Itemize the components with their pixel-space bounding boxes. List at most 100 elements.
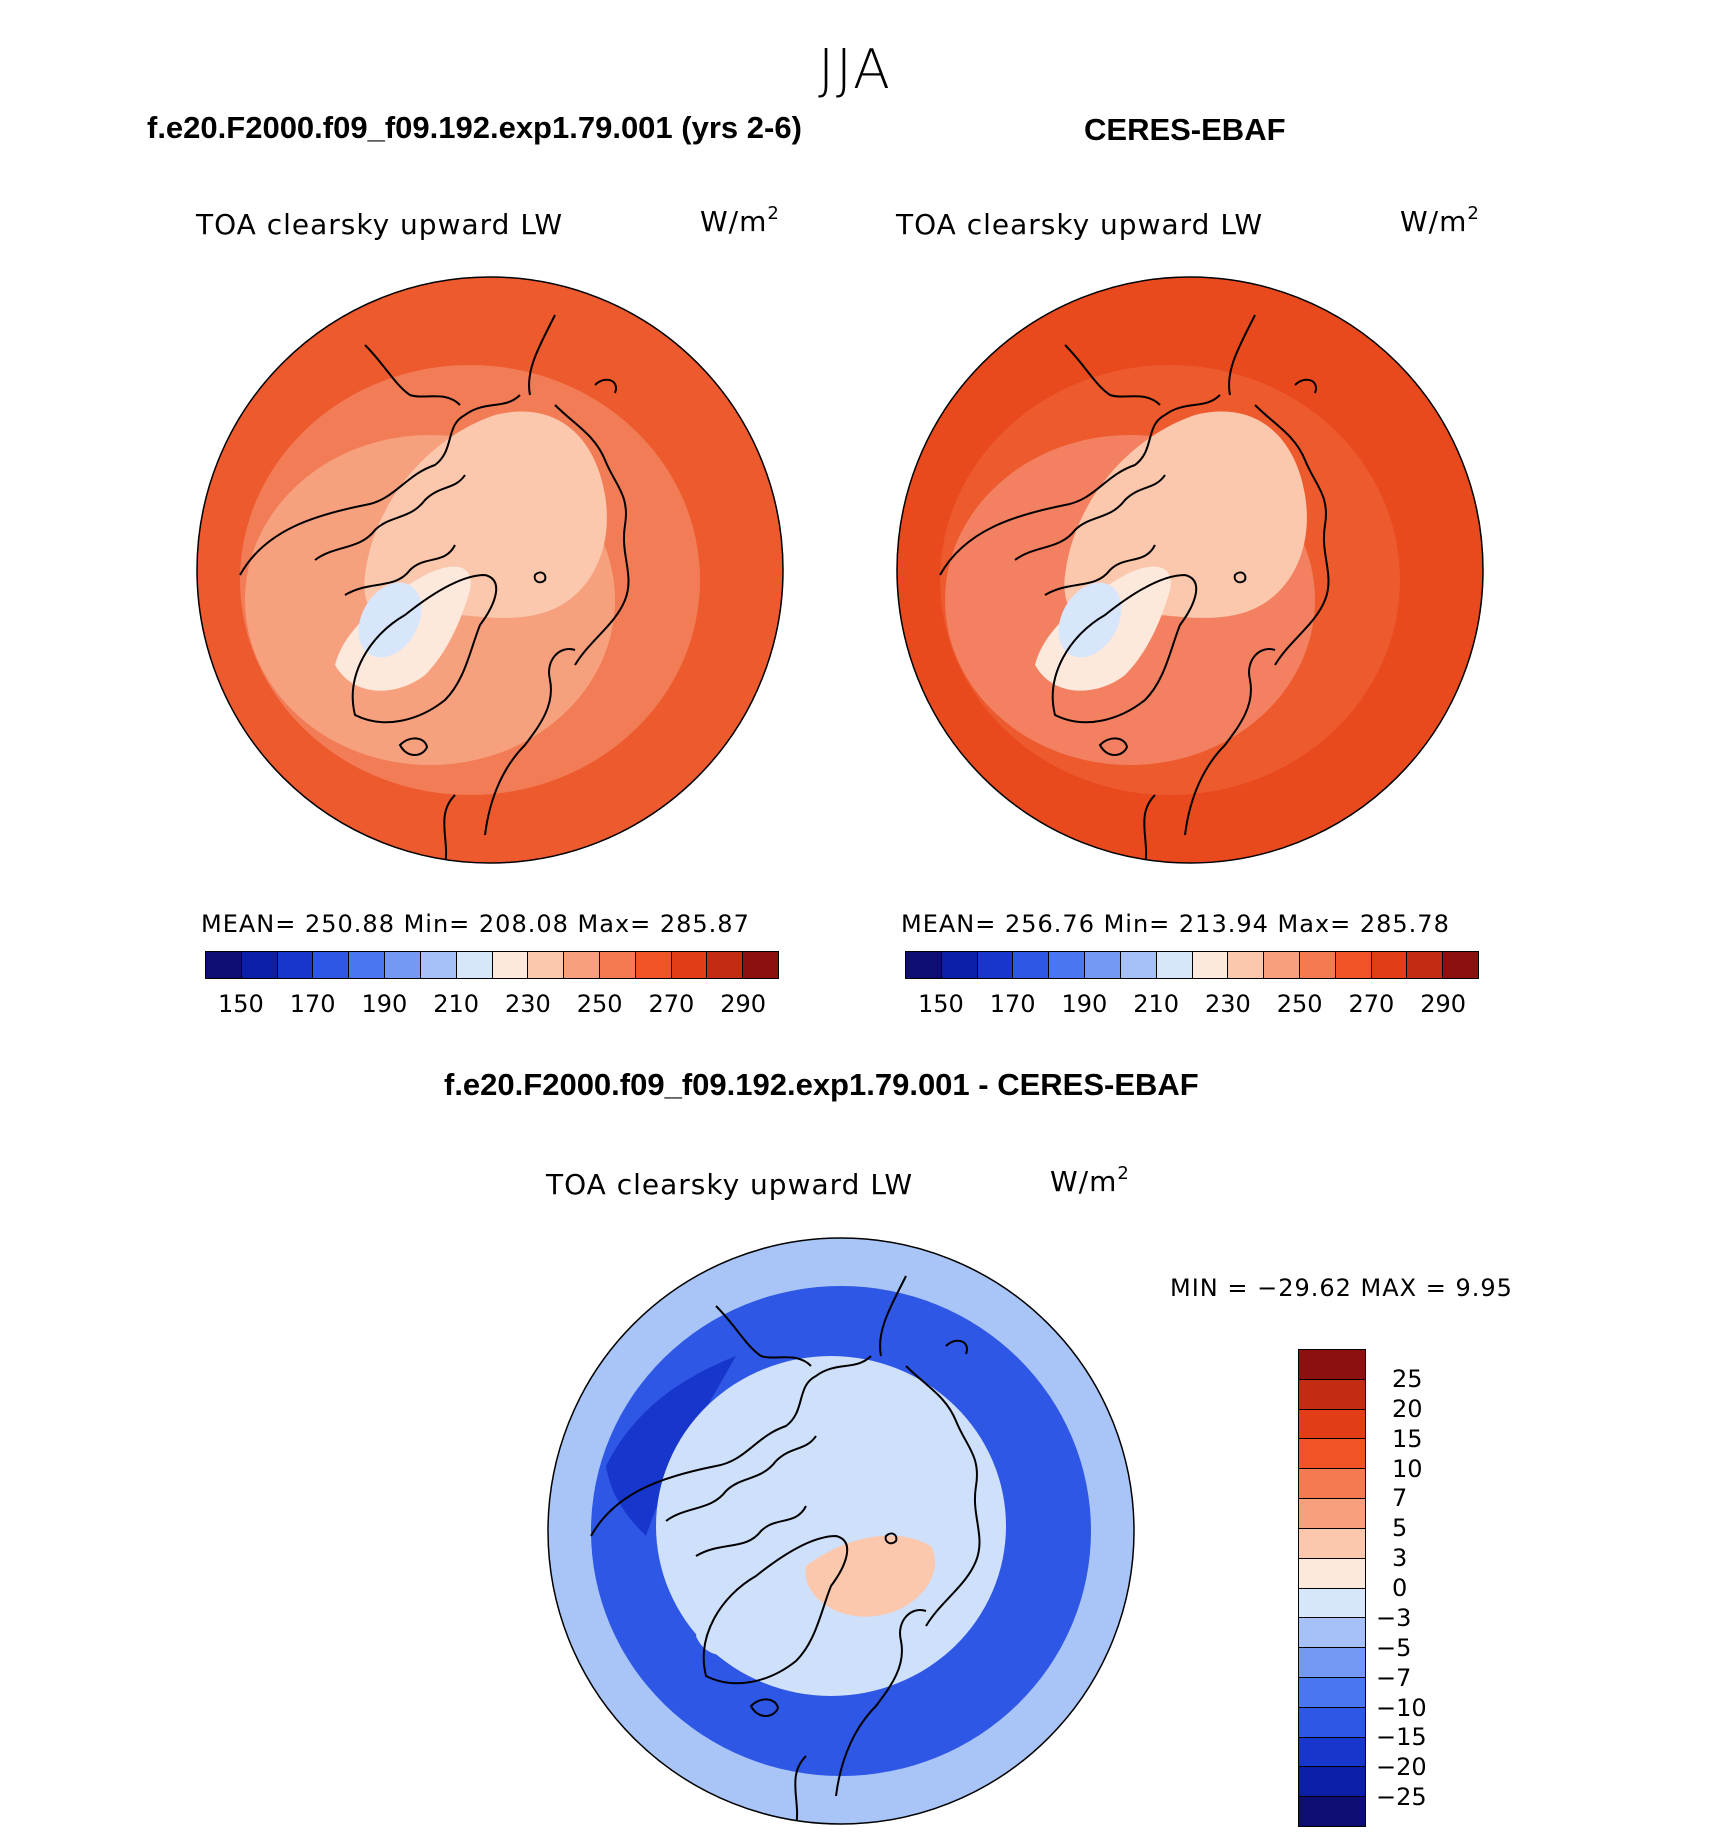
- colorbar-swatch: [599, 952, 636, 978]
- colorbar-tick-label: 150: [917, 990, 964, 1018]
- coastline: [1233, 571, 1247, 584]
- colorbar-tick-label: 270: [1348, 990, 1395, 1018]
- coastline: [443, 794, 456, 863]
- colorbar-tick-label: 25: [1392, 1364, 1423, 1393]
- colorbar-swatch: [906, 952, 942, 978]
- coastline: [1143, 794, 1156, 863]
- coastline: [528, 314, 556, 396]
- panel3-polar-map: [547, 1237, 1135, 1825]
- coastline: [344, 544, 456, 596]
- colorbar-swatch: [385, 952, 421, 978]
- colorbar-swatch: [635, 952, 672, 978]
- colorbar-swatch: [1085, 952, 1121, 978]
- coastline: [1014, 474, 1166, 561]
- coastline: [1184, 648, 1276, 836]
- colorbar-tick-label: 5: [1392, 1514, 1408, 1543]
- colorbar-tick-label: 10: [1392, 1454, 1423, 1483]
- colorbar-swatch: [1299, 1797, 1365, 1826]
- colorbar-tick-label: 0: [1392, 1574, 1408, 1602]
- panel2-stats: MEAN= 256.76 Min= 213.94 Max= 285.78: [901, 910, 1450, 938]
- colorbar-swatch: [241, 952, 278, 978]
- colorbar-swatch: [707, 952, 744, 978]
- coastlines: [590, 1275, 981, 1824]
- colorbar-tick-label: −10: [1376, 1693, 1427, 1722]
- panel2-colorbar-ticks: 150 170 190 210 230 250 270 290: [905, 990, 1479, 1020]
- coastline: [484, 648, 576, 836]
- colorbar-swatch: [1299, 1379, 1365, 1410]
- colorbar-swatch: [1156, 952, 1193, 978]
- coastline: [1051, 573, 1198, 724]
- colorbar-tick-label: 170: [289, 990, 336, 1018]
- coastline: [794, 1755, 807, 1824]
- colorbar-tick-label: −15: [1376, 1723, 1427, 1752]
- colorbar-swatch: [1407, 952, 1444, 978]
- coastline: [1294, 378, 1317, 394]
- colorbar-tick-label: 250: [576, 990, 623, 1018]
- panel3-stats: MIN = −29.62 MAX = 9.95: [1170, 1274, 1513, 1302]
- coastline: [695, 1505, 807, 1557]
- coastline: [1064, 344, 1161, 406]
- colorbar-swatch: [1192, 952, 1229, 978]
- colorbar-tick-label: −7: [1376, 1663, 1412, 1692]
- colorbar-swatch: [564, 952, 600, 978]
- colorbar-tick-label: 210: [433, 990, 480, 1018]
- obs-panel-title: CERES-EBAF: [1084, 112, 1286, 147]
- panel2-units: W/m2: [1400, 203, 1480, 238]
- colorbar-swatch: [1264, 952, 1300, 978]
- coastline: [945, 1339, 968, 1355]
- colorbar-swatch: [743, 952, 778, 978]
- coastline: [835, 1609, 927, 1797]
- panel3-colorbar-ticks: 25 20 15 10 7 5 3 0 −3 −5 −7 −10 −15 −20 −25: [1376, 1349, 1456, 1827]
- colorbar-swatch: [1299, 1648, 1365, 1678]
- colorbar-swatch: [349, 952, 386, 978]
- coastline: [398, 737, 429, 756]
- panel2-colorbar: [905, 951, 1479, 979]
- coastline: [239, 394, 521, 576]
- panel1-colorbar: [205, 951, 779, 979]
- panel2-polar-map: [896, 276, 1484, 864]
- coastline: [939, 394, 1221, 576]
- colorbar-tick-label: 170: [989, 990, 1036, 1018]
- field-greenland-core: [1058, 582, 1122, 658]
- map-field: [197, 277, 783, 863]
- colorbar-swatch: [1013, 952, 1050, 978]
- field-warm-anomaly: [805, 1535, 935, 1617]
- panel3-units: W/m2: [1050, 1163, 1130, 1198]
- colorbar-swatch: [1299, 1737, 1365, 1768]
- coastline: [533, 571, 547, 584]
- panel2-variable-label: TOA clearsky upward LW: [896, 208, 1264, 241]
- colorbar-swatch: [1299, 1677, 1365, 1708]
- colorbar-swatch: [1299, 1528, 1365, 1559]
- map-border: [896, 276, 1484, 864]
- coastline: [1254, 404, 1330, 666]
- coastline: [351, 573, 498, 724]
- colorbar-swatch: [1299, 1588, 1365, 1619]
- field-greenland-core: [358, 582, 422, 658]
- colorbar-tick-label: 15: [1392, 1424, 1423, 1453]
- colorbar-swatch: [1299, 1618, 1365, 1649]
- panel1-variable-label: TOA clearsky upward LW: [196, 208, 564, 241]
- coastline: [749, 1698, 780, 1717]
- colorbar-swatch: [420, 952, 457, 978]
- colorbar-swatch: [313, 952, 350, 978]
- colorbar-tick-label: 20: [1392, 1394, 1423, 1423]
- colorbar-swatch: [277, 952, 314, 978]
- colorbar-swatch: [1299, 1707, 1365, 1738]
- panel1-polar-map: [196, 276, 784, 864]
- panel3-variable-label: TOA clearsky upward LW: [546, 1168, 914, 1201]
- colorbar-tick-label: 290: [1420, 990, 1467, 1018]
- coastline: [594, 378, 617, 394]
- colorbar-tick-label: 290: [720, 990, 767, 1018]
- colorbar-tick-label: −3: [1376, 1603, 1412, 1632]
- colorbar-tick-label: 230: [1204, 990, 1251, 1018]
- colorbar-tick-label: −25: [1376, 1783, 1427, 1812]
- field-arctic-ocean: [364, 411, 607, 623]
- season-title: JJA: [818, 38, 892, 101]
- colorbar-tick-label: 190: [361, 990, 408, 1018]
- colorbar-swatch: [1443, 952, 1478, 978]
- coastline: [590, 1355, 872, 1537]
- colorbar-tick-label: −5: [1376, 1633, 1412, 1662]
- colorbar-tick-label: 270: [648, 990, 695, 1018]
- coastlines: [239, 314, 630, 863]
- colorbar-swatch: [1299, 1409, 1365, 1440]
